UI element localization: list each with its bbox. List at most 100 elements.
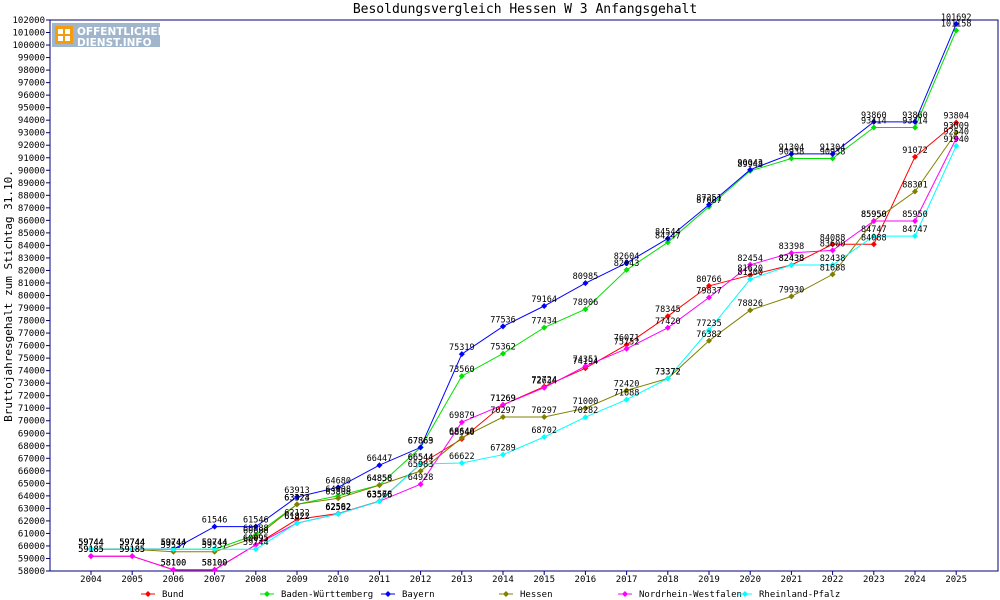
x-tick-label: 2021 — [781, 575, 803, 585]
legend-swatch-marker — [622, 591, 628, 597]
data-point — [623, 345, 630, 352]
data-point — [252, 523, 259, 530]
series-line — [91, 122, 957, 571]
data-point — [953, 119, 960, 126]
data-label: 62562 — [325, 503, 351, 513]
data-point — [541, 302, 548, 309]
data-label: 63913 — [284, 486, 310, 496]
data-point — [788, 249, 795, 256]
data-point — [376, 482, 383, 489]
data-point — [706, 337, 712, 344]
data-point — [870, 118, 877, 125]
x-tick-label: 2018 — [657, 575, 679, 585]
data-label: 66622 — [449, 452, 475, 462]
series-line — [91, 145, 957, 550]
series-line — [91, 23, 957, 550]
data-label: 59744 — [119, 538, 145, 548]
data-label: 88301 — [902, 181, 928, 191]
data-point — [829, 155, 836, 162]
data-label: 64680 — [325, 476, 351, 486]
data-point — [170, 546, 177, 553]
data-label: 59744 — [119, 538, 145, 548]
x-tick-label: 2019 — [698, 575, 720, 585]
legend-entry: Rheinland-Pfalz — [759, 590, 840, 600]
data-label: 59185 — [119, 545, 145, 555]
y-tick-label: 90000 — [18, 166, 45, 176]
data-label: 81300 — [737, 268, 763, 278]
y-tick-label: 76000 — [18, 342, 45, 352]
data-point — [294, 516, 300, 523]
data-point — [252, 534, 259, 541]
data-label: 75319 — [449, 343, 475, 353]
legend-entry: Hessen — [520, 590, 553, 600]
data-point — [582, 363, 589, 370]
data-point — [788, 155, 795, 162]
data-label: 59744 — [78, 538, 104, 548]
y-tick-label: 98000 — [18, 66, 45, 76]
data-point — [458, 434, 465, 441]
data-point — [252, 546, 259, 553]
data-point — [664, 239, 671, 246]
data-point — [458, 373, 465, 380]
data-label: 79837 — [696, 287, 722, 297]
data-point — [953, 20, 960, 27]
logo-line1: OFFENTLICHER — [77, 26, 166, 38]
data-label: 80985 — [573, 272, 599, 282]
legend-swatch-marker — [742, 591, 748, 597]
data-point — [664, 324, 671, 331]
data-label: 58100 — [202, 559, 228, 569]
data-label: 89948 — [737, 160, 763, 170]
logo: OFFENTLICHER DIENST.INFO — [52, 23, 166, 49]
data-label: 67869 — [408, 436, 434, 446]
data-label: 84747 — [902, 225, 928, 235]
data-label: 59185 — [78, 545, 104, 555]
data-point — [582, 414, 589, 421]
y-tick-label: 99000 — [18, 54, 45, 64]
data-point — [788, 293, 795, 300]
data-label: 82438 — [820, 254, 846, 264]
y-tick-label: 67000 — [18, 454, 45, 464]
x-tick-label: 2017 — [616, 575, 638, 585]
data-label: 72724 — [531, 376, 557, 386]
legend-swatch-marker — [503, 591, 509, 597]
y-axis-label: Bruttojahresgehalt zum Stichtag 31.10. — [2, 170, 15, 422]
data-label: 83600 — [820, 239, 846, 249]
data-label: 63324 — [284, 493, 310, 503]
x-tick-label: 2010 — [327, 575, 349, 585]
data-label: 71688 — [614, 389, 640, 399]
data-point — [211, 546, 218, 553]
data-label: 74351 — [573, 355, 599, 365]
x-tick-label: 2024 — [904, 575, 926, 585]
data-label: 64858 — [367, 474, 393, 484]
y-tick-label: 84000 — [18, 241, 45, 251]
data-label: 70282 — [573, 406, 599, 416]
data-label: 65983 — [408, 460, 434, 470]
data-point — [623, 266, 630, 273]
data-label: 74194 — [573, 357, 599, 367]
y-tick-label: 93000 — [18, 129, 45, 139]
data-point — [829, 261, 836, 268]
data-point — [88, 546, 94, 553]
x-tick-label: 2016 — [575, 575, 597, 585]
data-label: 93804 — [943, 112, 969, 122]
x-tick-label: 2009 — [286, 575, 308, 585]
data-label: 59744 — [202, 538, 228, 548]
data-point — [870, 241, 877, 248]
y-tick-label: 72000 — [18, 392, 45, 402]
data-label: 85950 — [902, 210, 928, 220]
data-label: 78826 — [737, 299, 763, 309]
data-point — [953, 135, 960, 142]
data-label: 82604 — [614, 252, 640, 262]
data-point — [953, 27, 960, 34]
data-point — [500, 323, 506, 330]
x-tick-label: 2011 — [369, 575, 391, 585]
data-label: 77536 — [490, 315, 516, 325]
y-tick-label: 75000 — [18, 354, 45, 364]
data-label: 59537 — [161, 541, 187, 551]
data-label: 85950 — [861, 210, 887, 220]
data-label: 101692 — [941, 13, 972, 23]
data-label: 81688 — [820, 263, 846, 273]
data-label: 61822 — [284, 512, 310, 522]
data-label: 90043 — [737, 159, 763, 169]
legend-entry: Nordrhein-Westfalen — [639, 590, 742, 600]
